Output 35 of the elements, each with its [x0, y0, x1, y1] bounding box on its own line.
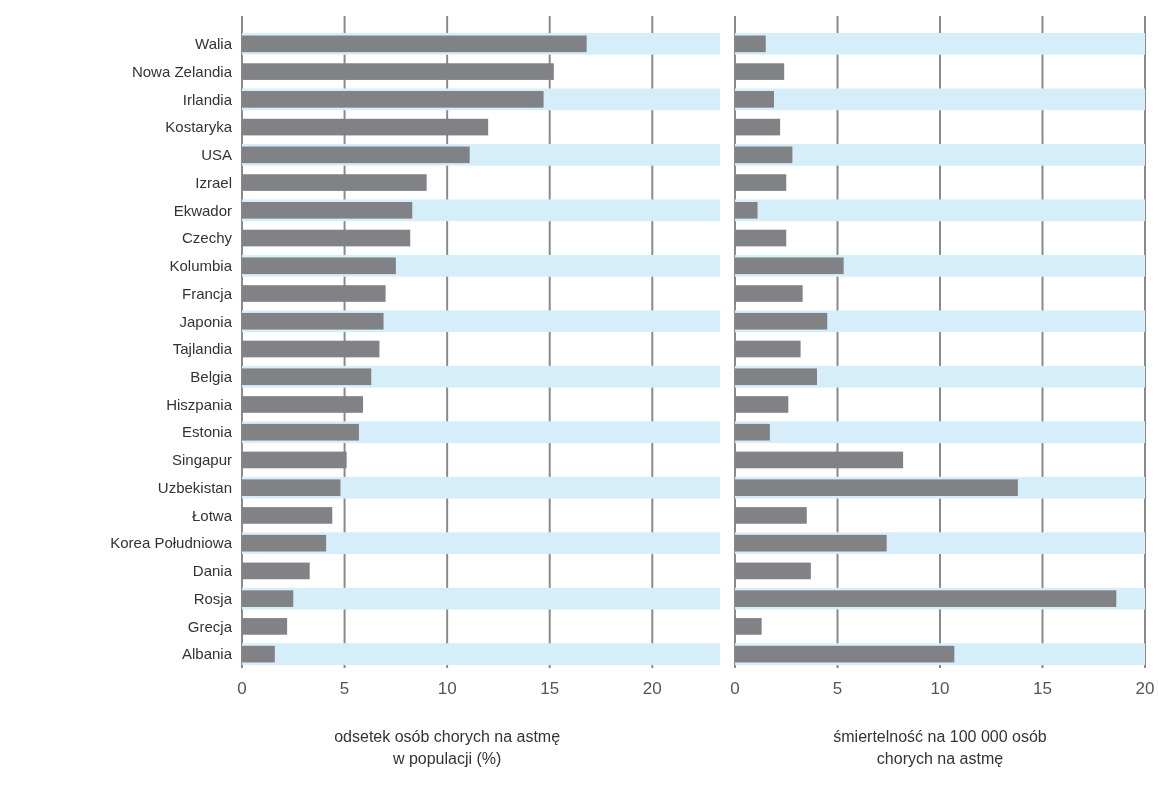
y-tick-label: Ekwador	[173, 201, 232, 219]
y-tick-label: Tajlandia	[172, 340, 233, 358]
y-tick-label: Izrael	[195, 173, 232, 191]
y-tick-label: Kostaryka	[165, 118, 233, 136]
y-tick-label: Rosja	[193, 589, 233, 607]
x-axis-title: odsetek osób chorych na astmę w populacji (%)	[334, 728, 561, 767]
y-tick-label: Japonia	[179, 312, 233, 330]
y-tick-label: Kolumbia	[169, 257, 233, 275]
y-tick-label: Łotwa	[191, 506, 233, 524]
y-tick-label: Albania	[181, 645, 233, 663]
y-tick-label: Grecja	[187, 617, 233, 635]
y-tick-label: Uzbekistan	[157, 478, 232, 496]
y-tick-label: Belgia	[190, 367, 233, 385]
x-tick-label: 20	[1135, 679, 1155, 698]
y-tick-label: Dania	[192, 562, 233, 580]
x-tick-label: 20	[642, 679, 662, 698]
x-tick-label: 5	[832, 679, 843, 698]
x-tick-label: 10	[930, 679, 950, 698]
y-tick-label: Nowa Zelandia	[131, 62, 233, 80]
x-tick-label: 15	[540, 679, 560, 698]
y-tick-label: Estonia	[181, 423, 233, 441]
x-tick-label: 10	[437, 679, 457, 698]
y-tick-label: Irlandia	[182, 90, 233, 108]
y-tick-label: USA	[201, 146, 232, 164]
x-tick-label: 0	[730, 679, 740, 698]
y-tick-label: Francja	[181, 284, 233, 302]
y-tick-label: Korea Południowa	[110, 534, 233, 552]
x-tick-label: 0	[237, 679, 247, 698]
x-axis-title: śmiertelność na 100 000 osób chorych na astmę	[833, 728, 1047, 767]
x-tick-label: 15	[1033, 679, 1052, 698]
y-tick-label: Hiszpania	[166, 395, 233, 413]
y-tick-label: Singapur	[171, 451, 232, 469]
x-tick-label: 5	[339, 679, 350, 698]
y-tick-label: Walia	[195, 35, 233, 53]
y-tick-label: Czechy	[181, 229, 233, 247]
